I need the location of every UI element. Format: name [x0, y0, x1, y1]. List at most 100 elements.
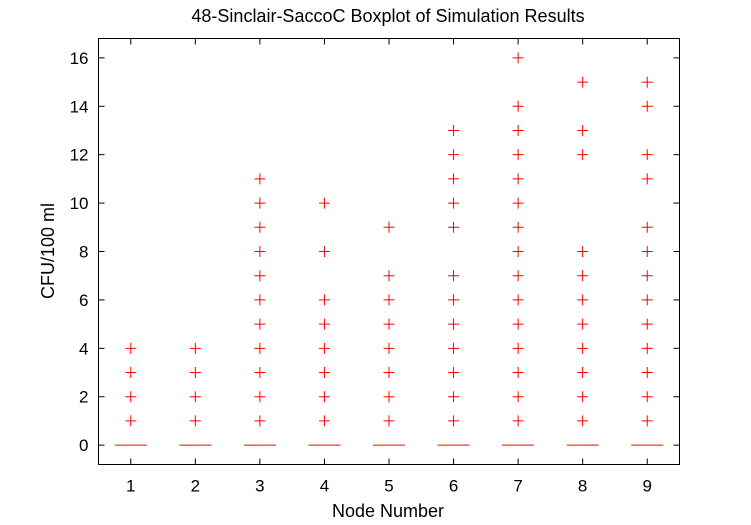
- outlier-marker: [383, 415, 395, 427]
- outlier-marker: [641, 415, 653, 427]
- outlier-marker: [448, 415, 460, 427]
- outlier-marker: [448, 270, 460, 282]
- outlier-marker: [383, 391, 395, 403]
- x-tick-label: 1: [126, 477, 135, 496]
- outlier-marker: [577, 342, 589, 354]
- x-axis-label: Node Number: [332, 501, 444, 521]
- chart-title: 48-Sinclair-SaccoC Boxplot of Simulation…: [191, 6, 584, 26]
- outlier-marker: [448, 294, 460, 306]
- outlier-marker: [577, 294, 589, 306]
- y-axis-label: CFU/100 ml: [38, 203, 58, 299]
- outlier-marker: [577, 246, 589, 257]
- outlier-marker: [641, 391, 653, 403]
- outlier-marker: [254, 318, 266, 330]
- outlier-marker: [189, 391, 201, 403]
- outlier-marker: [641, 173, 653, 185]
- outlier-marker: [318, 318, 330, 330]
- outlier-marker: [512, 246, 524, 257]
- outlier-marker: [577, 149, 589, 161]
- outlier-marker: [577, 270, 589, 282]
- outlier-marker: [512, 221, 524, 233]
- outlier-marker: [383, 342, 395, 354]
- outlier-marker: [254, 391, 266, 403]
- outlier-marker: [641, 270, 653, 282]
- outlier-marker: [318, 391, 330, 403]
- outlier-marker: [512, 100, 524, 112]
- outlier-marker: [448, 173, 460, 185]
- outlier-marker: [448, 149, 460, 161]
- outlier-marker: [254, 270, 266, 282]
- outlier-marker: [254, 367, 266, 379]
- outlier-marker: [383, 318, 395, 330]
- outlier-marker: [512, 173, 524, 185]
- outlier-marker: [641, 149, 653, 161]
- y-tick-label: 8: [79, 243, 88, 262]
- outlier-marker: [318, 294, 330, 306]
- box-node-9: [631, 76, 664, 446]
- outlier-marker: [512, 270, 524, 282]
- outlier-marker: [254, 246, 266, 257]
- outlier-marker: [577, 415, 589, 427]
- outlier-marker: [512, 149, 524, 161]
- outlier-marker: [125, 342, 137, 354]
- outlier-marker: [577, 124, 589, 136]
- outlier-marker: [383, 294, 395, 306]
- outlier-marker: [512, 318, 524, 330]
- outlier-marker: [318, 197, 330, 209]
- box-node-7: [502, 52, 535, 446]
- outlier-marker: [318, 415, 330, 427]
- y-tick-label: 14: [70, 97, 89, 116]
- box-node-4: [308, 197, 341, 446]
- y-tick-label: 0: [79, 436, 88, 455]
- outlier-marker: [125, 367, 137, 379]
- outlier-marker: [577, 367, 589, 379]
- y-tick-label: 12: [70, 146, 89, 165]
- box-node-1: [114, 342, 147, 446]
- outlier-marker: [641, 246, 653, 257]
- outlier-marker: [254, 197, 266, 209]
- box-node-5: [373, 221, 405, 446]
- box-node-8: [566, 76, 599, 446]
- outlier-marker: [125, 415, 137, 427]
- outlier-marker: [318, 342, 330, 354]
- outlier-marker: [641, 318, 653, 330]
- outlier-marker: [512, 294, 524, 306]
- outlier-marker: [254, 173, 266, 185]
- outlier-marker: [125, 391, 137, 403]
- y-tick-label: 10: [70, 194, 89, 213]
- outlier-marker: [577, 318, 589, 330]
- outlier-marker: [448, 391, 460, 403]
- outlier-marker: [448, 342, 460, 354]
- x-tick-label: 2: [191, 477, 200, 496]
- outlier-marker: [318, 246, 330, 257]
- x-tick-label: 6: [449, 477, 458, 496]
- x-tick-label: 3: [255, 477, 264, 496]
- outlier-marker: [641, 221, 653, 233]
- outlier-marker: [512, 391, 524, 403]
- box-node-3: [243, 173, 276, 446]
- x-tick-label: 4: [320, 477, 329, 496]
- outlier-marker: [189, 342, 201, 354]
- x-tick-label: 5: [384, 477, 393, 496]
- outlier-marker: [512, 197, 524, 209]
- outlier-marker: [448, 197, 460, 209]
- outlier-marker: [383, 367, 395, 379]
- outlier-marker: [641, 100, 653, 112]
- outlier-marker: [641, 76, 653, 88]
- outlier-marker: [318, 367, 330, 379]
- outlier-marker: [189, 367, 201, 379]
- box-node-6: [437, 124, 470, 446]
- outlier-marker: [448, 221, 460, 233]
- x-tick-label: 8: [578, 477, 587, 496]
- x-tick-label: 7: [513, 477, 522, 496]
- outlier-marker: [641, 342, 653, 354]
- box-node-2: [179, 342, 212, 446]
- y-tick-label: 16: [70, 49, 89, 68]
- outlier-marker: [512, 52, 524, 64]
- outlier-marker: [641, 294, 653, 306]
- y-tick-label: 6: [79, 291, 88, 310]
- outlier-marker: [254, 415, 266, 427]
- outlier-marker: [189, 415, 201, 427]
- outlier-marker: [512, 342, 524, 354]
